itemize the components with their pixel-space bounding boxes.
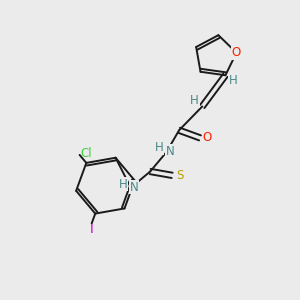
Text: N: N <box>130 181 139 194</box>
Text: N: N <box>166 145 174 158</box>
Text: H: H <box>119 178 128 191</box>
Text: O: O <box>203 131 212 144</box>
Text: I: I <box>90 224 94 236</box>
Text: H: H <box>154 141 164 154</box>
Text: O: O <box>232 46 241 59</box>
Text: H: H <box>190 94 199 107</box>
Text: S: S <box>176 169 183 182</box>
Text: H: H <box>229 74 237 87</box>
Text: Cl: Cl <box>80 147 92 160</box>
